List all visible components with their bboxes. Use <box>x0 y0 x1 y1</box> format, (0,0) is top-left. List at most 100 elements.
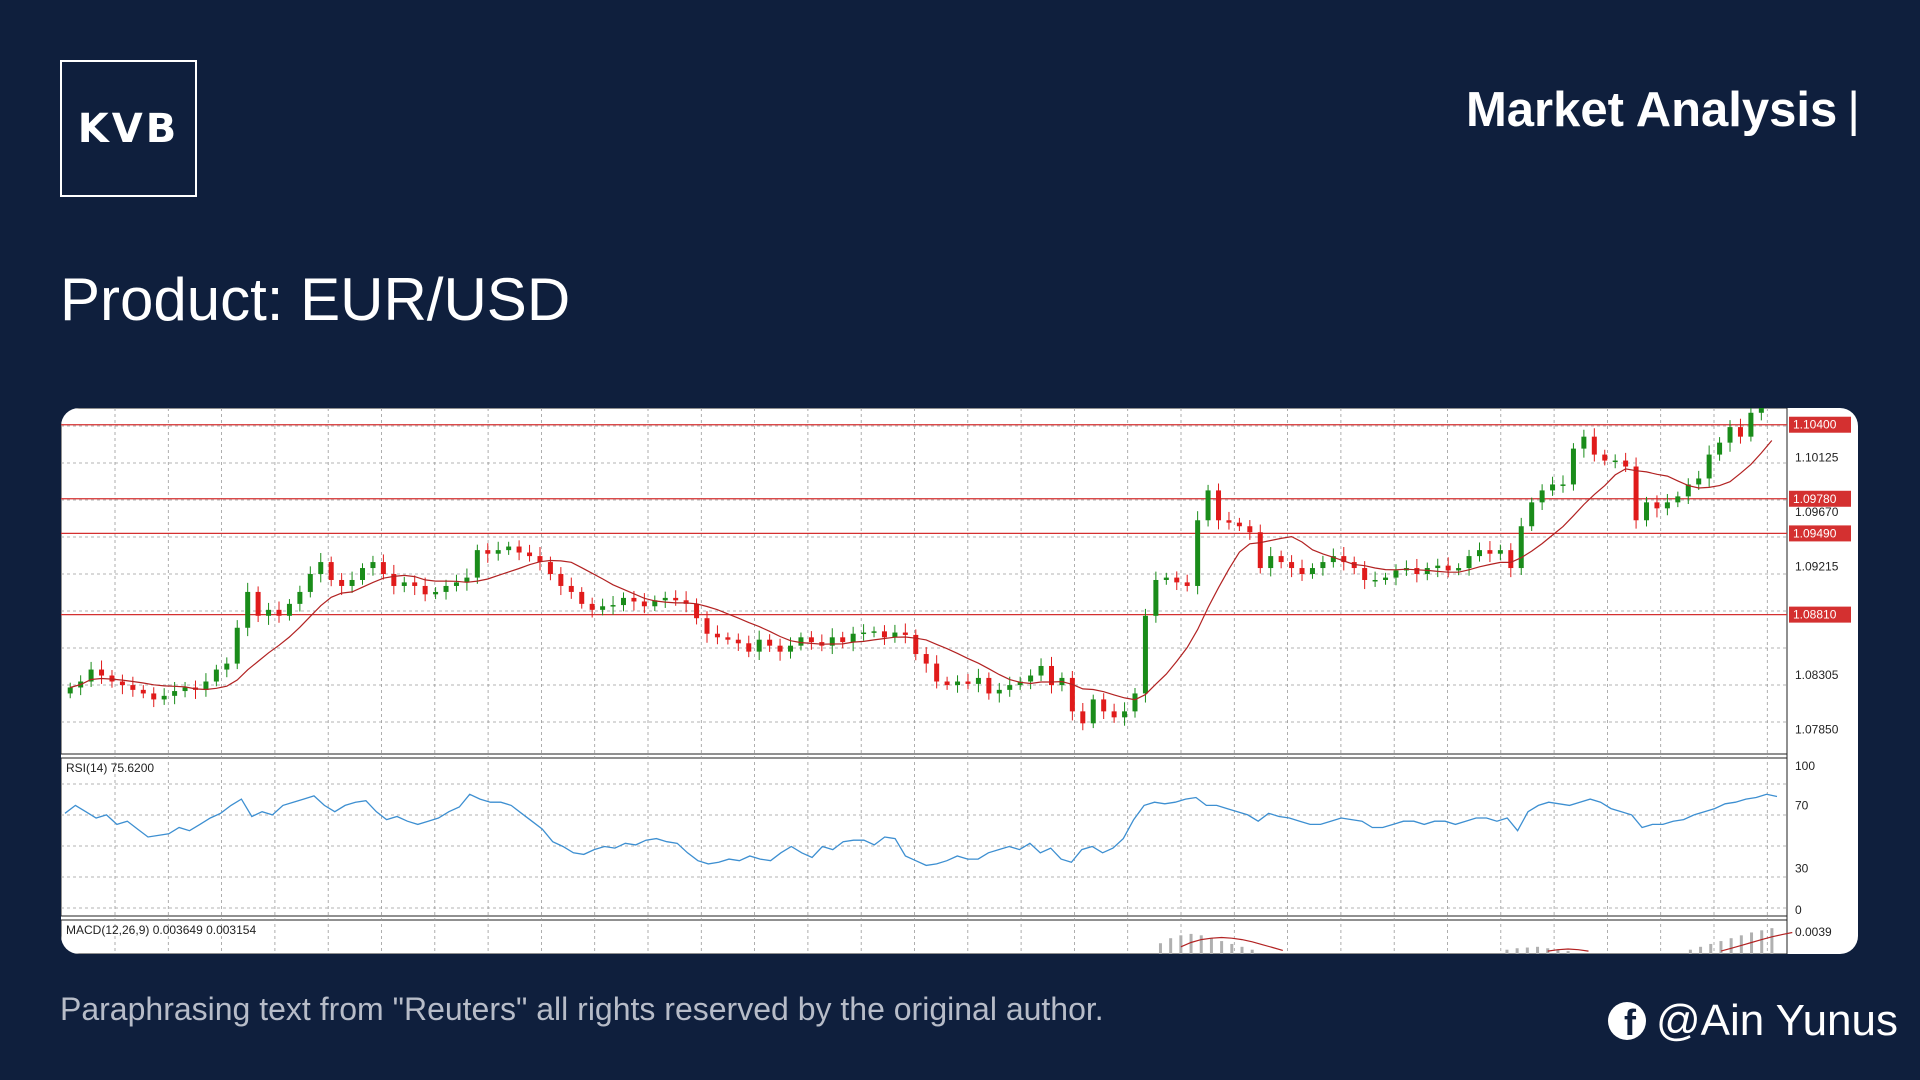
candle-body <box>1216 490 1222 521</box>
candle-body <box>568 585 574 592</box>
candle-body <box>1184 582 1190 586</box>
macd-bar <box>1515 948 1519 954</box>
candle-body <box>1539 490 1545 503</box>
candle-body <box>673 597 679 601</box>
candle-body <box>318 562 324 575</box>
macd-bar <box>1709 943 1713 954</box>
rsi-label: RSI(14) 75.6200 <box>66 761 154 775</box>
candle-body <box>1080 711 1086 724</box>
candle-body <box>307 574 313 592</box>
macd-bar <box>1189 933 1193 954</box>
candle-body <box>579 591 585 604</box>
macd-bar <box>1699 946 1703 954</box>
candle-body <box>1195 520 1201 586</box>
macd-bar <box>1750 932 1754 954</box>
candle-body <box>934 663 940 682</box>
candle-body <box>1675 496 1681 503</box>
macd-bar <box>1536 946 1540 954</box>
level-badge <box>1789 416 1851 433</box>
candle-body <box>245 591 251 628</box>
source-note: Paraphrasing text from "Reuters" all rig… <box>60 991 1104 1027</box>
candle-body <box>589 603 595 610</box>
candle-body <box>798 637 804 646</box>
candle-body <box>464 577 470 583</box>
macd-bar <box>1739 935 1743 954</box>
chart-card: 1.10580 1.10125 1.09670 1.09215 1.08305 1.078… <box>61 408 1858 954</box>
price-tick-label: 1.10580 <box>1795 408 1839 410</box>
candle-body <box>297 591 303 604</box>
page-title-text: Market Analysis <box>1465 83 1838 137</box>
macd-bar <box>1230 943 1234 954</box>
candle-body <box>881 631 887 638</box>
candle-body <box>485 550 491 554</box>
candle-body <box>1309 568 1315 575</box>
candle-body <box>161 695 167 700</box>
candle-body <box>683 600 689 604</box>
candle-body <box>1048 665 1054 686</box>
candle-body <box>1153 579 1159 616</box>
candle-body <box>119 681 125 686</box>
candle-body <box>1550 484 1556 491</box>
candle-body <box>1226 520 1232 523</box>
candle-body <box>1101 699 1107 712</box>
candle-body <box>1560 484 1566 486</box>
candle-body <box>433 591 439 595</box>
macd-bar <box>1250 949 1254 954</box>
candle-body <box>788 645 794 652</box>
social-handle-text: @Ain Yunus <box>1655 996 1898 1045</box>
macd-bar <box>1158 943 1162 954</box>
candle-body <box>412 582 418 586</box>
candle-body <box>714 633 720 638</box>
candle-body <box>1372 579 1378 582</box>
candle-body <box>99 669 105 676</box>
candle-body <box>1424 568 1430 575</box>
macd-bar <box>1179 935 1183 954</box>
candle-body <box>537 556 543 563</box>
price-tick-label: 1.07850 <box>1795 722 1839 736</box>
candle-body <box>1111 711 1117 718</box>
panel-frame-1 <box>61 757 1788 917</box>
candle-body <box>203 681 209 690</box>
price-tick-label: 1.09215 <box>1795 559 1839 573</box>
candle-body <box>1330 556 1336 563</box>
candle-body <box>1717 442 1723 455</box>
candle-body <box>1727 427 1733 443</box>
candle-body <box>1570 448 1576 485</box>
candle-body <box>1174 577 1180 583</box>
candle-body <box>975 677 981 684</box>
macd-signal-line <box>1547 948 1589 952</box>
candles <box>67 408 1764 731</box>
candle-body <box>1602 454 1608 461</box>
macd-tick-label: 0.0039 <box>1795 925 1832 939</box>
logo-text: KVB <box>77 105 180 152</box>
candle-body <box>547 562 553 575</box>
grid-lines <box>61 408 1787 954</box>
macd-signal-line <box>1720 931 1793 952</box>
candle-body <box>88 669 94 682</box>
social-handle[interactable]: f @Ain Yunus <box>1607 996 1898 1046</box>
candle-body <box>923 654 929 664</box>
candle-body <box>1706 454 1712 479</box>
macd-bar <box>1760 930 1764 954</box>
candle-body <box>965 681 971 684</box>
candle-body <box>902 632 908 635</box>
candle-body <box>704 618 710 634</box>
rsi-tick-label: 0 <box>1795 903 1802 917</box>
macd-bar <box>1240 946 1244 954</box>
macd-bar <box>1770 928 1774 954</box>
candle-body <box>600 606 606 610</box>
candle-body <box>443 585 449 592</box>
facebook-icon: f <box>1607 1002 1646 1040</box>
candle-body <box>1289 562 1295 569</box>
candle-body <box>1654 502 1660 509</box>
rsi-line <box>64 793 1778 867</box>
candle-body <box>255 591 261 616</box>
candle-body <box>328 562 334 580</box>
candle-body <box>506 546 512 551</box>
candle-body <box>662 597 668 601</box>
candle-body <box>1320 562 1326 569</box>
candle-body <box>996 689 1002 694</box>
candle-body <box>130 685 136 690</box>
kvb-logo: KVB <box>60 60 197 197</box>
candle-body <box>453 582 459 586</box>
